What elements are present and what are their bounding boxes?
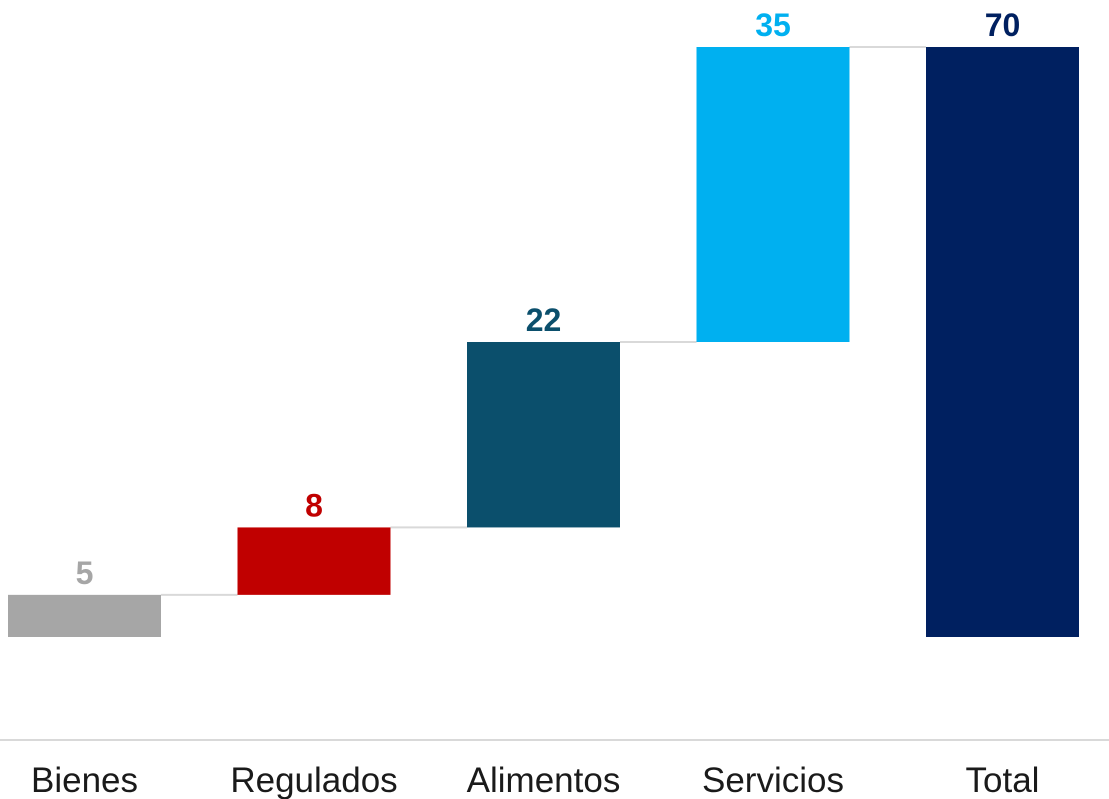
value-label-alimentos: 22: [526, 302, 562, 338]
bar-regulados: [237, 527, 391, 595]
category-label-total: Total: [966, 761, 1040, 799]
category-labels-group: Bienes Regulados Alimentos Servicios Total: [31, 761, 1039, 799]
bar-bienes: [8, 594, 161, 637]
value-label-regulados: 8: [305, 487, 323, 523]
value-labels-group: 5 8 22 35 70: [76, 7, 1021, 591]
category-label-bienes: Bienes: [31, 761, 138, 799]
value-label-total: 70: [985, 7, 1021, 43]
bar-servicios: [696, 47, 850, 342]
bar-total: [926, 47, 1079, 637]
connector-lines: [161, 46, 926, 596]
category-label-alimentos: Alimentos: [467, 761, 621, 799]
value-label-bienes: 5: [76, 555, 94, 591]
bar-alimentos: [467, 342, 620, 528]
bars-group: [8, 47, 1079, 637]
value-label-servicios: 35: [755, 7, 791, 43]
category-label-servicios: Servicios: [702, 761, 844, 799]
category-label-regulados: Regulados: [230, 761, 397, 799]
